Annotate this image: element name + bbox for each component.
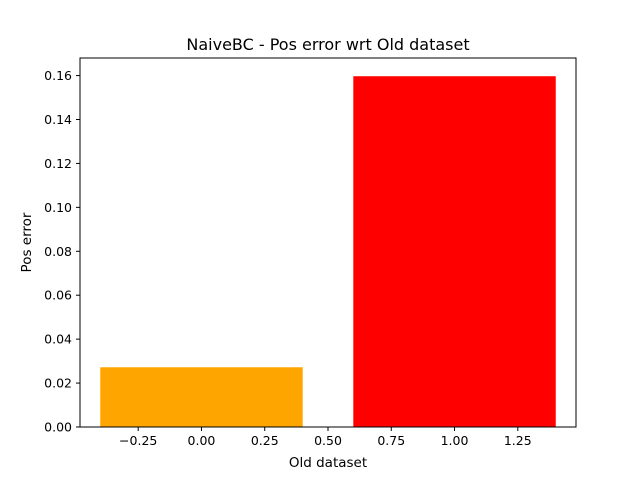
y-tick-label-3: 0.06 (44, 288, 72, 303)
x-axis-label: Old dataset (289, 455, 367, 471)
y-tick-label-4: 0.08 (44, 244, 72, 259)
y-tick-label-6: 0.12 (44, 156, 72, 171)
plot-frame (79, 57, 577, 428)
bar-0 (100, 367, 303, 427)
y-tick-label-8: 0.16 (44, 68, 72, 83)
x-tick-label-3: 0.50 (314, 433, 342, 448)
x-tick-label-5: 1.00 (441, 433, 469, 448)
x-tick-label-0: −0.25 (119, 433, 157, 448)
x-tick-label-2: 0.25 (251, 433, 279, 448)
chart-title: NaiveBC - Pos error wrt Old dataset (186, 35, 469, 54)
y-tick-label-1: 0.02 (44, 376, 72, 391)
bar-1 (353, 76, 556, 428)
bars-layer (100, 76, 556, 428)
y-axis-ticks: 0.00 0.02 0.04 0.06 0.08 0.10 0.12 0.14 0.16 (44, 68, 80, 435)
y-tick-label-7: 0.14 (44, 112, 72, 127)
x-tick-label-6: 1.25 (504, 433, 532, 448)
x-tick-label-1: 0.00 (188, 433, 216, 448)
y-tick-label-2: 0.04 (44, 332, 72, 347)
x-tick-label-4: 0.75 (377, 433, 405, 448)
y-axis-label: Pos error (19, 212, 35, 272)
y-tick-label-5: 0.10 (44, 200, 72, 215)
y-tick-label-0: 0.00 (44, 420, 72, 435)
x-axis-ticks: −0.25 0.00 0.25 0.50 0.75 1.00 1.25 (119, 427, 532, 448)
